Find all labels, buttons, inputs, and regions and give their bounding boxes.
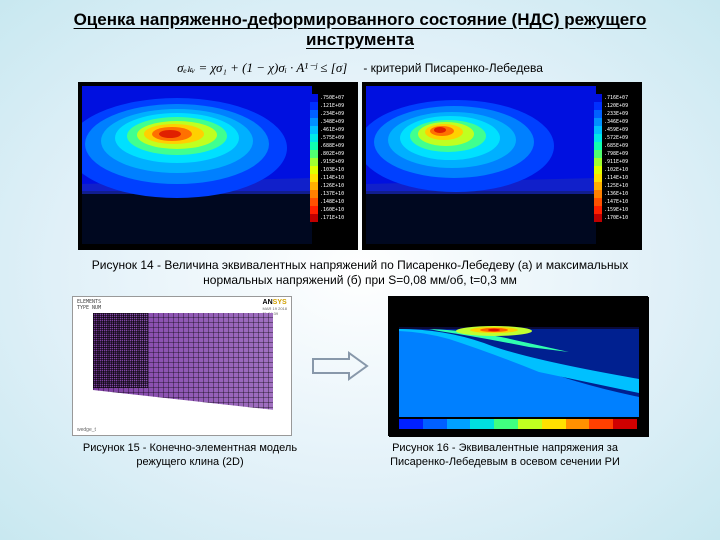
legend-row: .148E+10 [310, 198, 354, 206]
formula-row: σₑₖᵥ = χσ₁ + (1 − χ)σᵢ · A¹⁻ʲ ≤ [σ] - кр… [0, 60, 720, 76]
legend-row: .170E+10 [594, 214, 638, 222]
contour-panel-b: .716E+07.120E+09.233E+09.346E+09.459E+09… [362, 82, 642, 250]
caption-16: Рисунок 16 - Эквивалентные напряжения за… [365, 442, 645, 470]
legend-row: .103E+10 [310, 166, 354, 174]
legend-row: .114E+10 [310, 174, 354, 182]
legend-row: .459E+09 [594, 126, 638, 134]
mesh-header: ELEMENTSTYPE NUM [77, 299, 101, 311]
caption-14: Рисунок 14 - Величина эквивалентных напр… [0, 258, 720, 288]
legend-row: .136E+10 [594, 190, 638, 198]
legend-b: .716E+07.120E+09.233E+09.346E+09.459E+09… [594, 94, 638, 222]
contour-b [366, 86, 596, 244]
legend-row: .798E+09 [594, 150, 638, 158]
mesh-panel: ELEMENTSTYPE NUM ANSYS MAR 19 201821:04:… [72, 296, 292, 436]
formula-note: - критерий Писаренко-Лебедева [363, 61, 543, 75]
mesh-area [93, 313, 273, 423]
formula: σₑₖᵥ = χσ₁ + (1 − χ)σᵢ · A¹⁻ʲ ≤ [σ] [177, 60, 347, 76]
stress-legend [399, 419, 637, 429]
legend-row: .102E+10 [594, 166, 638, 174]
legend-row: .120E+09 [594, 102, 638, 110]
legend-row: .114E+10 [594, 174, 638, 182]
mesh-footer: wedge_t [77, 427, 96, 433]
legend-row: .688E+09 [310, 142, 354, 150]
legend-row: .171E+10 [310, 214, 354, 222]
legend-row: .234E+09 [310, 110, 354, 118]
legend-row: .159E+10 [594, 206, 638, 214]
legend-row: .802E+09 [310, 150, 354, 158]
legend-row: .121E+09 [310, 102, 354, 110]
legend-row: .716E+07 [594, 94, 638, 102]
legend-a: .750E+07.121E+09.234E+09.348E+09.461E+09… [310, 94, 354, 222]
caption-15: Рисунок 15 - Конечно-элементная модель р… [75, 442, 305, 470]
bottom-row: ELEMENTSTYPE NUM ANSYS MAR 19 201821:04:… [0, 296, 720, 436]
legend-row: .572E+09 [594, 134, 638, 142]
legend-row: .147E+10 [594, 198, 638, 206]
legend-row: .348E+09 [310, 118, 354, 126]
page-title: Оценка напряженно-деформированного состо… [0, 0, 720, 54]
top-panels: .750E+07.121E+09.234E+09.348E+09.461E+09… [0, 82, 720, 250]
legend-row: .126E+10 [310, 182, 354, 190]
legend-row: .911E+09 [594, 158, 638, 166]
legend-row: .346E+09 [594, 118, 638, 126]
legend-row: .915E+09 [310, 158, 354, 166]
legend-row: .125E+10 [594, 182, 638, 190]
legend-row: .137E+10 [310, 190, 354, 198]
contour-panel-a: .750E+07.121E+09.234E+09.348E+09.461E+09… [78, 82, 358, 250]
stress-panel: NODAL SOLUTIONSTEP=1SUB =1TIME=1SEQV (AV… [388, 296, 648, 436]
legend-row: .461E+09 [310, 126, 354, 134]
arrow [310, 351, 370, 381]
legend-row: .685E+09 [594, 142, 638, 150]
bottom-captions: Рисунок 15 - Конечно-элементная модель р… [0, 442, 720, 470]
legend-row: .750E+07 [310, 94, 354, 102]
contour-a [82, 86, 312, 244]
legend-row: .233E+09 [594, 110, 638, 118]
legend-row: .575E+09 [310, 134, 354, 142]
legend-row: .160E+10 [310, 206, 354, 214]
